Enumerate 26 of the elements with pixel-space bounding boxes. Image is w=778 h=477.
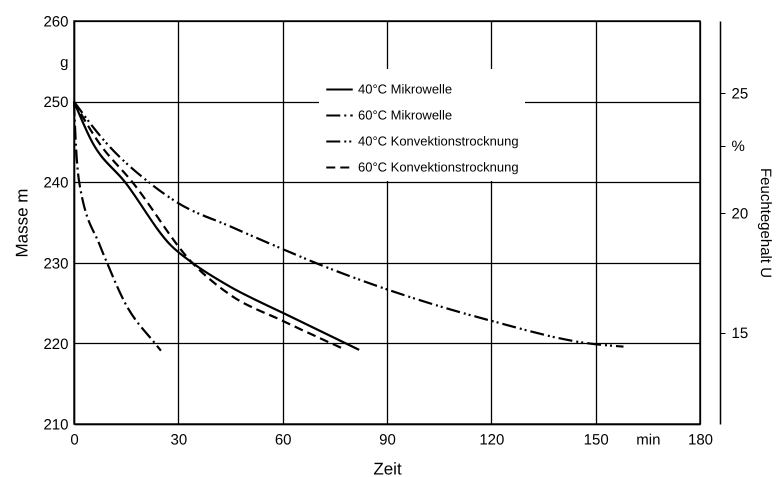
y-tick-label: 210 — [43, 416, 68, 434]
legend-label: 60°C Mikrowelle — [358, 108, 452, 122]
y2-tick-label: 25 — [732, 85, 748, 102]
x-tick-label: 180 — [688, 432, 714, 448]
x-tick-label: 150 — [584, 432, 609, 448]
x-axis-title: Zeit — [373, 460, 402, 477]
y-tick-label: 240 — [43, 174, 68, 192]
x-tick-label: 30 — [170, 432, 188, 448]
x-tick-label: min — [636, 432, 660, 448]
x-tick-label: 60 — [274, 432, 292, 448]
y-tick-label: 220 — [43, 336, 68, 353]
legend-label: 40°C Mikrowelle — [358, 82, 452, 96]
y-tick-label: g — [60, 54, 68, 71]
x-tick-label: 90 — [379, 432, 396, 448]
legend-label: 60°C Konvektionstrocknung — [358, 160, 519, 174]
y2-tick-label: % — [732, 138, 745, 156]
y2-tick-label: 20 — [732, 205, 748, 222]
y-tick-label: 260 — [43, 14, 68, 30]
y-tick-label: 250 — [43, 94, 68, 112]
y2-tick-label: 15 — [732, 325, 748, 342]
x-tick-label: 0 — [70, 432, 79, 448]
y-tick-label: 230 — [43, 255, 68, 272]
y2-axis-title: Feuchtegehalt U — [757, 168, 774, 278]
legend-label: 40°C Konvektionstrocknung — [358, 134, 519, 148]
x-tick-label: 120 — [479, 432, 504, 448]
y-axis-title: Masse m — [12, 188, 32, 258]
